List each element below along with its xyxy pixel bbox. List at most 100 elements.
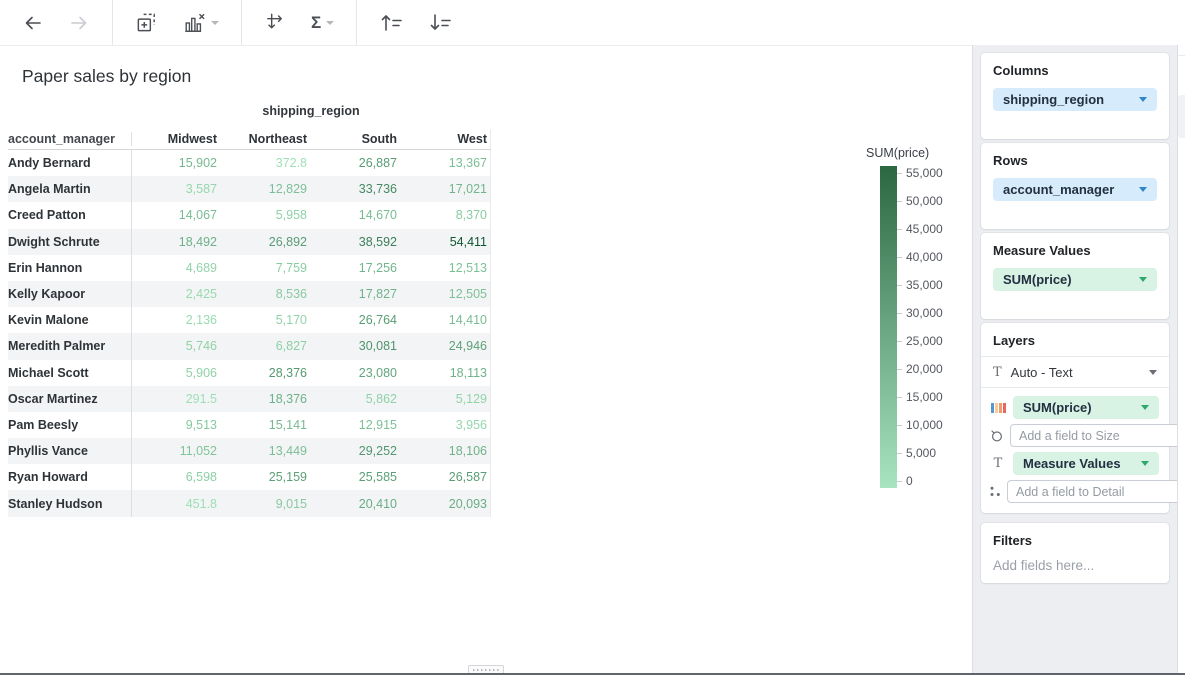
- value-cell[interactable]: 14,410: [448, 313, 487, 328]
- value-cell[interactable]: 5,862: [365, 391, 397, 406]
- value-cell[interactable]: 4,689: [131, 254, 221, 281]
- value-cell[interactable]: 18,376: [268, 391, 307, 406]
- sort-ascending-button[interactable]: [377, 10, 406, 35]
- value-cell[interactable]: 12,513: [448, 260, 487, 275]
- value-cell[interactable]: 17,021: [448, 182, 487, 197]
- value-cell[interactable]: 5,170: [275, 313, 307, 328]
- grip-dots-icon: [473, 668, 499, 671]
- value-cell[interactable]: 24,946: [448, 339, 487, 354]
- column-header: West: [457, 132, 487, 146]
- value-cell[interactable]: 26,587: [448, 470, 487, 485]
- value-cell[interactable]: 5,129: [455, 391, 487, 406]
- legend-tick-label: 55,000: [906, 166, 943, 180]
- value-cell[interactable]: 26,892: [268, 234, 307, 249]
- value-cell[interactable]: 291.5: [131, 385, 221, 412]
- value-cell[interactable]: 14,670: [358, 208, 397, 223]
- size-field-input[interactable]: [1010, 424, 1177, 447]
- filters-drop-target[interactable]: Add fields here...: [993, 558, 1095, 573]
- value-cell[interactable]: 9,513: [131, 411, 221, 439]
- value-cell[interactable]: 8,370: [455, 208, 487, 223]
- value-cell[interactable]: 15,902: [131, 150, 221, 177]
- value-cell[interactable]: 11,052: [131, 438, 221, 465]
- columns-field-pill[interactable]: shipping_region: [993, 88, 1157, 111]
- row-label: Meredith Palmer: [8, 339, 106, 354]
- value-cell[interactable]: 20,093: [448, 496, 487, 511]
- value-cell[interactable]: 6,598: [131, 464, 221, 491]
- value-cell[interactable]: 3,956: [455, 417, 487, 432]
- value-cell[interactable]: 451.8: [131, 490, 221, 517]
- value-cell[interactable]: 29,252: [358, 444, 397, 459]
- collapsed-panel-edge[interactable]: [1177, 45, 1185, 673]
- value-cell[interactable]: 5,906: [131, 359, 221, 386]
- back-button[interactable]: [20, 10, 46, 36]
- panel-resize-handle[interactable]: [468, 665, 504, 673]
- detail-field-input[interactable]: [1007, 480, 1177, 503]
- layers-panel: Layers T Auto - Text: [981, 323, 1177, 513]
- color-field-pill[interactable]: SUM(price): [1013, 396, 1159, 419]
- chevron-down-icon: [1141, 405, 1149, 410]
- value-cell[interactable]: 38,592: [358, 234, 397, 249]
- text-field-pill[interactable]: Measure Values: [1013, 452, 1159, 475]
- text-icon: T: [993, 456, 1003, 471]
- value-cell[interactable]: 18,492: [131, 228, 221, 255]
- layer-mode-dropdown[interactable]: T Auto - Text: [981, 357, 1169, 388]
- row-label: Phyllis Vance: [8, 444, 88, 459]
- legend-tick-mark: [897, 257, 902, 258]
- value-cell[interactable]: 18,113: [449, 365, 487, 380]
- value-cell[interactable]: 26,887: [358, 156, 397, 171]
- value-cell[interactable]: 3,587: [131, 176, 221, 203]
- value-cell[interactable]: 5,746: [131, 333, 221, 360]
- value-cell[interactable]: 17,256: [358, 260, 397, 275]
- table-row: Meredith Palmer 5,746 6,827 30,081 24,946: [8, 333, 491, 360]
- value-cell[interactable]: 20,410: [358, 496, 397, 511]
- legend-tick-label: 35,000: [906, 278, 943, 292]
- legend-tick-label: 40,000: [906, 250, 943, 264]
- legend-tick-label: 0: [906, 474, 913, 488]
- value-cell[interactable]: 17,827: [358, 287, 397, 302]
- legend-tick-label: 30,000: [906, 306, 943, 320]
- value-cell[interactable]: 12,915: [358, 417, 397, 432]
- toolbar-group-history: [0, 0, 113, 45]
- row-label: Michael Scott: [8, 365, 89, 380]
- pivot-table: shipping_region account_manager Midwest …: [8, 103, 491, 517]
- add-visualization-icon: [137, 13, 155, 32]
- value-cell[interactable]: 5,958: [275, 208, 307, 223]
- value-cell[interactable]: 30,081: [358, 339, 397, 354]
- chevron-down-icon: [1139, 97, 1147, 102]
- value-cell[interactable]: 23,080: [358, 365, 397, 380]
- value-cell[interactable]: 15,141: [268, 417, 307, 432]
- add-visualization-button[interactable]: [133, 9, 160, 36]
- sort-descending-button[interactable]: [426, 10, 455, 35]
- value-cell[interactable]: 12,505: [448, 287, 487, 302]
- value-cell[interactable]: 7,759: [275, 260, 307, 275]
- swap-axes-button[interactable]: [262, 9, 289, 36]
- value-cell[interactable]: 13,449: [268, 444, 307, 459]
- value-cell[interactable]: 372.8: [275, 156, 307, 171]
- value-cell[interactable]: 25,585: [358, 470, 397, 485]
- value-cell[interactable]: 18,106: [448, 444, 487, 459]
- legend-tick-mark: [897, 425, 902, 426]
- table-body: Andy Bernard 15,902 372.8 26,887 13,367 Angel…: [8, 150, 491, 517]
- row-label: Kevin Malone: [8, 313, 89, 328]
- value-cell[interactable]: 54,411: [449, 234, 487, 249]
- value-cell[interactable]: 6,827: [275, 339, 307, 354]
- legend-tick-label: 10,000: [906, 418, 943, 432]
- value-cell[interactable]: 25,159: [268, 470, 307, 485]
- value-cell[interactable]: 2,425: [131, 280, 221, 308]
- value-cell[interactable]: 9,015: [275, 496, 307, 511]
- forward-button[interactable]: [66, 10, 92, 36]
- sort-ascending-icon: [381, 15, 403, 31]
- value-cell[interactable]: 26,764: [358, 313, 397, 328]
- value-cell[interactable]: 13,367: [448, 156, 487, 171]
- value-cell[interactable]: 33,736: [358, 182, 397, 197]
- value-cell[interactable]: 14,067: [131, 202, 221, 229]
- layers-panel-label: Layers: [981, 323, 1169, 357]
- value-cell[interactable]: 2,136: [131, 307, 221, 334]
- aggregate-button[interactable]: Σ: [309, 12, 336, 33]
- value-cell[interactable]: 8,536: [275, 287, 307, 302]
- measure-values-pill[interactable]: SUM(price): [993, 268, 1157, 291]
- remove-chart-button[interactable]: [180, 10, 221, 36]
- rows-field-pill[interactable]: account_manager: [993, 178, 1157, 201]
- value-cell[interactable]: 28,376: [268, 365, 307, 380]
- value-cell[interactable]: 12,829: [268, 182, 307, 197]
